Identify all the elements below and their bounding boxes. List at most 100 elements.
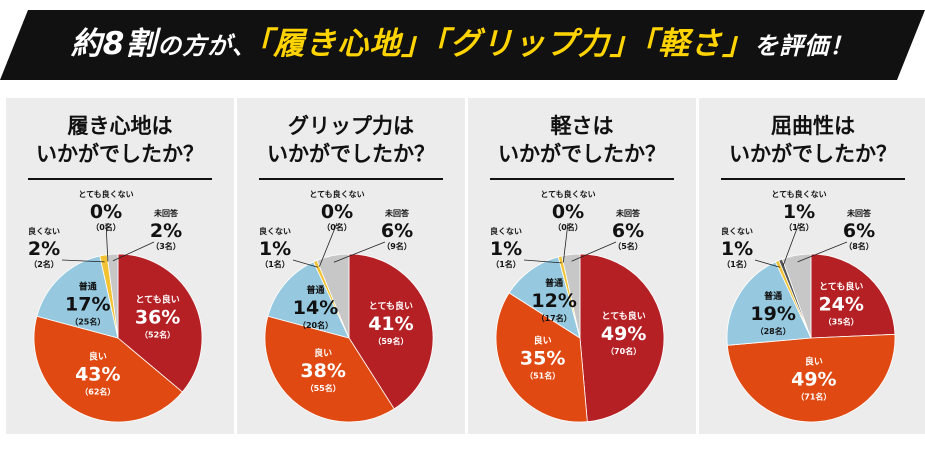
pie-chart-flexibility: とても良い24%（35名）良い49%（71名）普通19%（28名）良くない1%（… xyxy=(721,189,896,423)
pie-slice-good xyxy=(33,315,183,423)
headline-part-e: を評価！ xyxy=(754,32,855,60)
data-label-not-good-count: （1名） xyxy=(260,259,290,269)
panel-grip: グリップ力は いかがでしたか？ とても良い 41% （59名） 良い 38% （55名） 普… xyxy=(237,98,465,434)
data-label-very-good-percent: 36% xyxy=(135,307,180,329)
headline-highlight-grip: 「グリップ力」 xyxy=(433,26,642,62)
data-label-good-count: （55名） xyxy=(306,383,341,393)
panel-title-line2: いかがでしたか？ xyxy=(729,142,897,166)
data-label-good-category: 良い xyxy=(89,351,107,363)
pie-slice-very-good xyxy=(579,253,665,423)
data-label-not-good-leader-line xyxy=(292,259,319,268)
data-label-neutral-percent: 14% xyxy=(293,297,338,319)
data-label-no-answer-percent: 6% xyxy=(612,220,644,242)
headline-part-b: 8 xyxy=(102,26,126,62)
data-label-good-count: （71名） xyxy=(796,392,831,402)
data-label-very-good-percent: 49% xyxy=(601,323,646,345)
headline-text: 約8割の方が、「履き心地」「グリップ力」「軽さ」を評価！ xyxy=(0,18,925,63)
data-label-neutral-percent: 12% xyxy=(531,290,576,312)
pie-slice-neutral xyxy=(36,255,119,339)
data-label-no-answer-leader-line xyxy=(112,241,155,262)
data-label-no-answer-count: （9名） xyxy=(382,241,412,251)
data-label-no-answer-count: （5名） xyxy=(613,241,643,251)
data-label-not-good-count: （2名） xyxy=(29,259,59,269)
panel-divider xyxy=(28,178,212,180)
panel-divider xyxy=(259,178,443,180)
data-label-not-good-leader-line xyxy=(754,259,781,268)
pie-slice-very-good xyxy=(117,253,203,393)
data-label-not-good-at-all-leader-line xyxy=(782,222,800,267)
data-label-neutral-percent: 19% xyxy=(750,303,795,325)
headline-part-a: 約 xyxy=(70,26,103,62)
data-label-not-good-at-all-leader-line xyxy=(562,222,569,263)
headline-banner: 約8割の方が、「履き心地」「グリップ力」「軽さ」を評価！ xyxy=(0,0,925,90)
pie-slice-neutral xyxy=(726,261,812,346)
panel-title-line1: 屈曲性は xyxy=(771,114,855,138)
headline-part-d: の方が、 xyxy=(157,32,257,60)
data-label-not-good-category: 良くない xyxy=(28,226,60,236)
data-label-neutral-count: （25名） xyxy=(70,316,105,326)
panel-divider xyxy=(490,178,674,180)
pie-chart-grip: とても良い41%（59名）良い38%（55名）普通14%（20名）良くない1%（… xyxy=(259,189,434,423)
data-label-good-percent: 43% xyxy=(75,364,120,386)
pie-slice-good xyxy=(495,292,588,423)
data-label-good-percent: 38% xyxy=(300,360,345,382)
data-label-good-count: （51名） xyxy=(525,371,560,381)
panel-title: 履き心地は いかがでしたか？ xyxy=(6,112,234,168)
pie-slice-neutral xyxy=(267,261,350,339)
panel-title: 軽さは いかがでしたか？ xyxy=(468,112,696,168)
pie-slice-no-answer xyxy=(316,253,350,339)
headline-highlight-comfort: 「履き心地」 xyxy=(256,26,434,62)
data-label-not-good-at-all-percent: 1% xyxy=(783,201,815,223)
data-label-very-good-category: とても良い xyxy=(135,294,179,306)
data-label-no-answer-percent: 2% xyxy=(150,220,182,242)
panel-divider xyxy=(721,178,905,180)
pie-slice-very-good xyxy=(348,253,434,410)
data-label-very-good-category: とても良い xyxy=(601,310,645,322)
pie-slice-neutral xyxy=(508,256,581,339)
data-label-not-good-at-all-category: とても良くない xyxy=(540,189,595,199)
data-label-good-percent: 35% xyxy=(520,348,565,370)
data-label-very-good-count: （35名） xyxy=(824,316,859,326)
data-label-not-good-at-all-percent: 0% xyxy=(552,201,584,223)
data-label-not-good-at-all-percent: 0% xyxy=(90,201,122,223)
panel-title-line2: いかがでしたか？ xyxy=(36,142,204,166)
data-label-neutral-category: 普通 xyxy=(307,284,325,296)
panel-title-line1: 軽さは xyxy=(550,114,614,138)
data-label-not-good-at-all-category: とても良くない xyxy=(78,189,133,199)
data-label-good-category: 良い xyxy=(805,356,823,368)
data-label-not-good-at-all-percent: 0% xyxy=(321,201,353,223)
pie-chart-lightness: とても良い49%（70名）良い35%（51名）普通12%（17名）良くない1%（… xyxy=(490,189,665,423)
data-label-not-good-leader-line xyxy=(61,259,105,263)
pie-slice-good xyxy=(726,333,896,423)
data-label-good-category: 良い xyxy=(314,347,332,359)
panel-title: グリップ力は いかがでしたか？ xyxy=(237,112,465,168)
data-label-not-good-at-all-count: （0名） xyxy=(91,222,121,232)
headline-part-c: 割 xyxy=(125,26,158,62)
panel-title-line2: いかがでしたか？ xyxy=(267,142,435,166)
data-label-neutral-count: （20名） xyxy=(298,320,333,330)
data-label-no-answer-percent: 6% xyxy=(381,220,413,242)
pie-slice-no-answer xyxy=(781,253,812,339)
data-label-very-good-percent: 41% xyxy=(368,313,413,335)
data-label-very-good-count: （59名） xyxy=(373,336,408,346)
data-label-no-answer-leader-line xyxy=(333,241,386,263)
headline-highlight-lightness: 「軽さ」 xyxy=(641,26,755,62)
data-label-neutral-category: 普通 xyxy=(545,277,563,289)
data-label-no-answer-leader-line xyxy=(797,241,848,263)
data-label-not-good-at-all-count: （0名） xyxy=(322,222,352,232)
pie-slice-very-good xyxy=(810,253,896,339)
data-label-neutral-category: 普通 xyxy=(79,280,97,292)
data-label-no-answer-category: 未回答 xyxy=(153,208,179,218)
data-label-not-good-at-all-count: （0名） xyxy=(553,222,583,232)
data-label-neutral-count: （28名） xyxy=(756,326,791,336)
pie-slice-no-answer xyxy=(106,253,119,339)
data-label-not-good-percent: 2% xyxy=(28,238,60,260)
data-label-not-good-category: 良くない xyxy=(490,226,522,236)
panel-title-line1: グリップ力は xyxy=(288,114,414,138)
data-label-very-good-category: とても良い xyxy=(369,300,413,312)
data-label-very-good-percent: 24% xyxy=(818,293,863,315)
data-label-good-percent: 49% xyxy=(791,369,836,391)
data-label-no-answer-percent: 6% xyxy=(843,220,875,242)
data-label-neutral-percent: 17% xyxy=(65,293,110,315)
data-label-no-answer-category: 未回答 xyxy=(384,208,410,218)
